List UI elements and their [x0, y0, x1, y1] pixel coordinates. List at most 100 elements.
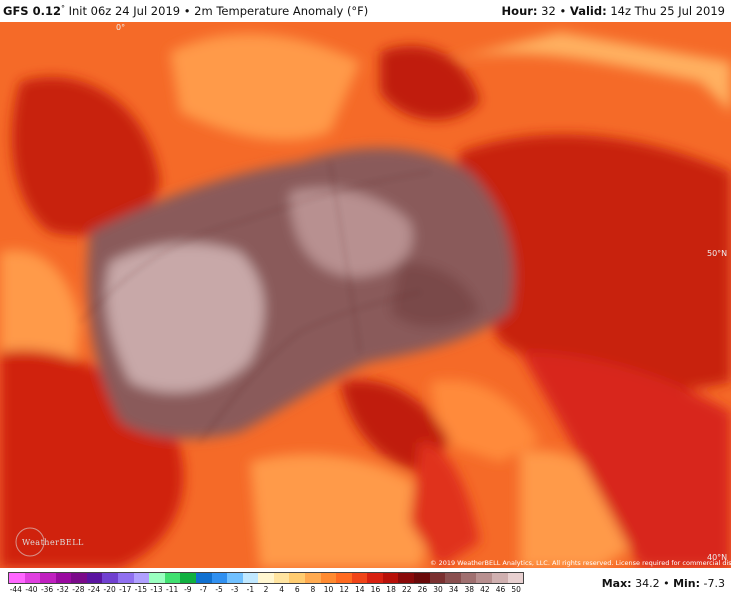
min-value: -7.3: [700, 577, 725, 590]
scale-label: -11: [166, 585, 179, 594]
scale-label: 38: [464, 585, 475, 594]
north-sea-field: [170, 33, 360, 141]
scale-label: 26: [417, 585, 428, 594]
scale-label: -24: [87, 585, 101, 594]
scale-swatch: [351, 573, 368, 583]
britain-red: [11, 76, 160, 236]
scale-swatch: [273, 573, 290, 583]
attribution-text: © 2019 WeatherBELL Analytics, LLC. All r…: [430, 559, 731, 567]
scale-label: -5: [215, 585, 223, 594]
max-label: Max:: [601, 577, 632, 590]
scale-swatch: [9, 573, 25, 583]
denmark-red: [380, 45, 480, 121]
scale-label: 18: [386, 585, 396, 594]
init-text: Init 06z 24 Jul 2019 • 2m Temperature An…: [64, 4, 369, 18]
scale-swatch: [258, 573, 274, 583]
scale-swatch: [24, 573, 41, 583]
map-footer: -44 -40 -36 -32 -28 -24 -20 -17 -15 -13 -11 -9 -7 -5-…: [0, 568, 731, 608]
scale-swatch: [227, 573, 243, 583]
map-svg: 0° 50°N 40°N WeatherBELL © 2019 WeatherB…: [0, 22, 731, 568]
scale-swatch: [149, 573, 165, 583]
scale-label: -36: [40, 585, 54, 594]
baltic-field: [440, 32, 731, 112]
scale-label: 6: [294, 585, 300, 594]
scale-swatch: [445, 573, 461, 583]
scale-swatch: [242, 573, 259, 583]
scale-swatch: [507, 573, 524, 583]
scale-swatch: [180, 573, 196, 583]
lat-40-label: 40°N: [707, 553, 727, 562]
scale-swatch: [460, 573, 477, 583]
scale-label: 30: [433, 585, 443, 594]
scale-label: 14: [355, 585, 365, 594]
max-min-stats: Max: 34.2 • Min: -7.3: [602, 577, 725, 590]
watermark-text: WeatherBELL: [22, 538, 84, 547]
scale-swatch: [133, 573, 150, 583]
hot-core-pale-central: [290, 188, 413, 277]
lon-0-label: 0°: [116, 23, 125, 32]
scale-swatch: [118, 573, 134, 583]
scale-label: -9: [184, 585, 192, 594]
med-west-field: [250, 454, 440, 568]
scale-label: 46: [495, 585, 506, 594]
scale-swatch: [40, 573, 56, 583]
lat-50-label: 50°N: [707, 249, 727, 258]
med-east-field: [520, 450, 640, 568]
scale-swatch: [102, 573, 119, 583]
adriatic-field: [430, 380, 540, 462]
scale-label: -44: [9, 585, 22, 594]
scale-label: -7: [199, 585, 208, 594]
scale-swatch: [164, 573, 181, 583]
scale-swatch: [414, 573, 430, 583]
scale-swatch: [491, 573, 508, 583]
map-header: GFS 0.12° Init 06z 24 Jul 2019 • 2m Temp…: [0, 0, 731, 22]
border-line-1: [79, 171, 431, 323]
scale-label: -1: [246, 585, 255, 594]
scale-label: 42: [480, 585, 490, 594]
scale-swatch: [71, 573, 87, 583]
scale-label: -3: [230, 585, 239, 594]
scale-swatch: [476, 573, 492, 583]
degree-mark: °: [60, 4, 65, 13]
scale-swatch: [367, 573, 383, 583]
scale-swatch: [195, 573, 212, 583]
color-scale-labels: -44 -40 -36 -32 -28 -24 -20 -17 -15 -13 -11 -9 -7 -5-…: [8, 585, 524, 597]
scale-swatch: [398, 573, 415, 583]
scale-swatch: [382, 573, 399, 583]
scale-swatch: [320, 573, 337, 583]
scale-label: -13: [150, 585, 163, 594]
balkans-red: [520, 352, 731, 568]
scale-label: -32: [56, 585, 69, 594]
scale-label: -15: [134, 585, 148, 594]
valid-label: Valid:: [569, 4, 607, 18]
scale-label: 2: [263, 585, 269, 594]
scale-label: 12: [339, 585, 349, 594]
scale-label: 22: [401, 585, 412, 594]
scale-swatch: [429, 573, 446, 583]
temperature-anomaly-map: 0° 50°N 40°N WeatherBELL © 2019 WeatherB…: [0, 22, 731, 568]
min-label: Min:: [673, 577, 701, 590]
scale-label: -20: [103, 585, 116, 594]
scale-label: 4: [279, 585, 285, 594]
title-right: Hour: 32 • Valid: 14z Thu 25 Jul 2019: [502, 4, 725, 18]
hot-core-dark-east: [390, 262, 480, 327]
watermark-logo-icon: [15, 527, 45, 557]
scale-swatch: [211, 573, 228, 583]
border-line-3: [329, 161, 361, 353]
scale-label: 10: [323, 585, 334, 594]
scale-label: 16: [370, 585, 381, 594]
scale-label: 8: [310, 585, 316, 594]
scale-swatch: [289, 573, 305, 583]
scale-label: -28: [72, 585, 85, 594]
max-value: 34.2 •: [631, 577, 674, 590]
hot-core-pale-west: [106, 243, 264, 393]
title-left: GFS 0.12° Init 06z 24 Jul 2019 • 2m Temp…: [3, 4, 368, 18]
scale-label: -40: [25, 585, 38, 594]
valid-value: 14z Thu 25 Jul 2019: [606, 4, 725, 18]
scale-label: 50: [511, 585, 521, 594]
italy-red: [410, 442, 480, 568]
scale-swatch: [86, 573, 103, 583]
hour-label: Hour:: [501, 4, 538, 18]
color-scale-bar: [8, 572, 524, 584]
scale-swatch: [304, 573, 321, 583]
